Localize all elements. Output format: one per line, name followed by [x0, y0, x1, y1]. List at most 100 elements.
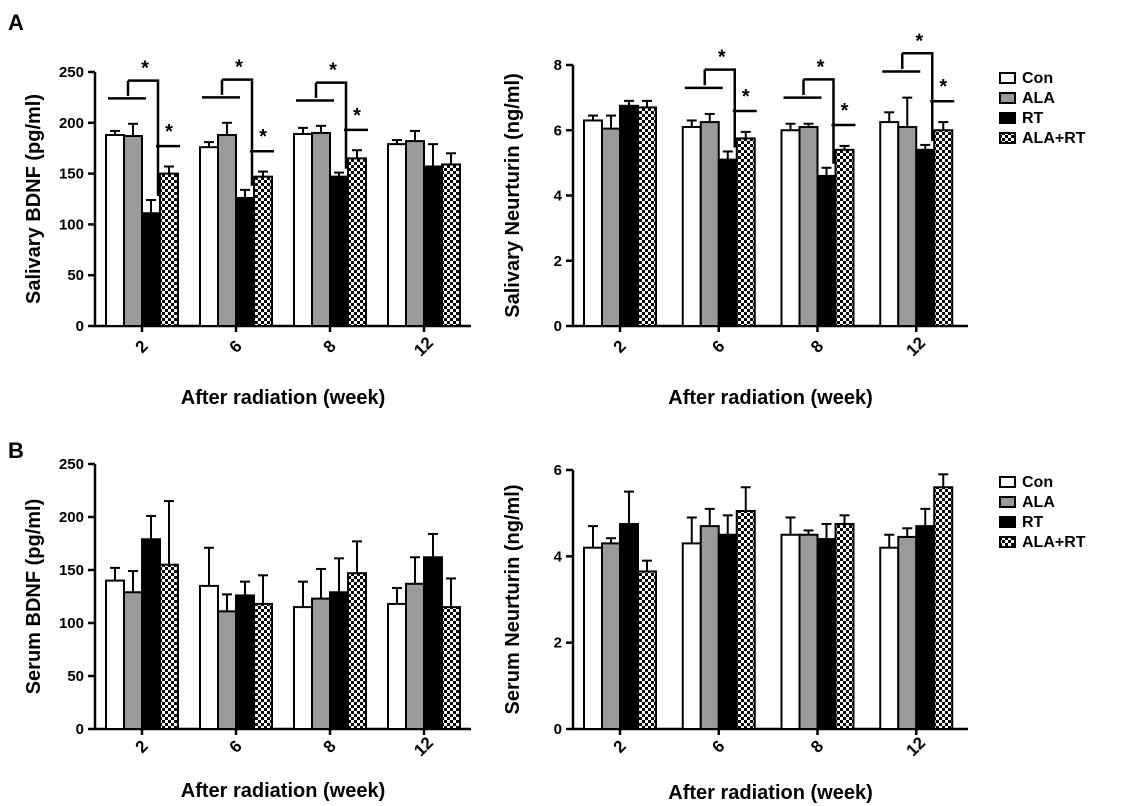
- x-tick-label: 8: [320, 337, 340, 357]
- y-tick-label: 0: [76, 318, 84, 335]
- legend-swatch-ala: [999, 496, 1016, 508]
- x-tick-label: 8: [320, 737, 340, 757]
- bar-con-week-8: [293, 132, 313, 327]
- bar-rt-week-8: [816, 174, 837, 327]
- x-tick-label: 8: [807, 337, 827, 357]
- bar-con-week-2: [583, 119, 603, 328]
- x-tick-label: 2: [132, 737, 152, 757]
- y-tick-label: 0: [554, 318, 562, 335]
- bar-con-week-6: [681, 125, 702, 327]
- bar-ala-week-6: [699, 121, 720, 327]
- bar-ala-week-12: [897, 535, 918, 730]
- significance-star: *: [329, 60, 337, 82]
- bar-con-week-12: [387, 143, 407, 327]
- y-tick-label: 250: [59, 64, 84, 81]
- legend-label-rt: RT: [1022, 110, 1044, 127]
- panel-label-b: B: [8, 438, 24, 463]
- x-tick-label: 6: [708, 337, 728, 357]
- bar-ala-week-8: [798, 533, 819, 730]
- bar-ala-week-6: [699, 525, 720, 730]
- bar-ala-week-2: [123, 591, 143, 731]
- significance-star: *: [141, 58, 149, 80]
- y-axis-title: Salivary BDNF (pg/ml): [23, 94, 45, 304]
- y-tick-label: 150: [59, 562, 84, 579]
- bar-con-week-2: [583, 546, 603, 731]
- significance-bracket: [316, 81, 348, 169]
- significance-star: *: [817, 56, 825, 78]
- y-axis-title: Serum Neurturin (ng/ml): [502, 484, 524, 714]
- bar-rt-week-12: [915, 148, 936, 327]
- significance-star: *: [165, 121, 173, 143]
- bar-ala-week-8: [798, 125, 819, 327]
- y-tick-label: 50: [67, 668, 84, 685]
- legend-label-con: Con: [1022, 474, 1053, 491]
- y-axis-title: Salivary Neurturin (ng/ml): [502, 73, 524, 318]
- bar-con-week-6: [199, 584, 219, 731]
- bar-rt-week-6: [235, 594, 255, 730]
- bar-con-week-12: [879, 546, 900, 731]
- y-tick-label: 4: [554, 548, 563, 565]
- charts-layer: A 0 50 100 150 200 250 2 6 8 12 * * * * * * Salivary BDNF…: [8, 10, 1086, 804]
- significance-star: *: [259, 126, 267, 148]
- significance-bracket: [128, 79, 160, 197]
- significance-star: *: [718, 47, 726, 69]
- x-tick-label: 12: [902, 333, 929, 360]
- bar-ala-rt-week-12: [441, 163, 461, 327]
- bar-ala-week-6: [217, 133, 237, 327]
- bar-ala-rt-week-8: [834, 148, 855, 327]
- bar-con-week-6: [681, 542, 702, 731]
- bar-rt-week-6: [717, 533, 738, 730]
- significance-star: *: [841, 100, 849, 122]
- legend: Con ALA RT ALA+RT: [999, 70, 1086, 147]
- legend-swatch-ala-rt: [999, 536, 1016, 548]
- legend-label-ala-rt: ALA+RT: [1022, 130, 1086, 147]
- x-tick-label: 2: [610, 337, 630, 357]
- bar-ala-rt-week-8: [347, 572, 367, 730]
- chart-panel-2: 0 2 4 6 8 2 6 8 12 * * * * * * Salivary Neurturin (ng/m…: [502, 30, 1086, 409]
- legend-label-ala: ALA: [1022, 494, 1055, 511]
- bar-ala-rt-week-2: [637, 106, 657, 327]
- bar-rt-week-12: [423, 556, 443, 731]
- bar-rt-week-2: [141, 212, 161, 327]
- significance-star: *: [353, 105, 361, 127]
- x-tick-label: 12: [410, 333, 437, 360]
- bar-con-week-12: [879, 121, 900, 327]
- y-tick-label: 8: [554, 57, 562, 74]
- bar-ala-rt-week-6: [253, 175, 273, 327]
- bar-ala-week-12: [405, 140, 425, 327]
- x-axis-title: After radiation (week): [668, 387, 872, 409]
- bar-ala-rt-week-6: [253, 602, 273, 730]
- legend-label-rt: RT: [1022, 514, 1044, 531]
- legend-swatch-con: [999, 476, 1016, 488]
- x-tick-label: 8: [807, 737, 827, 757]
- legend-label-con: Con: [1022, 70, 1053, 87]
- x-tick-label: 12: [902, 733, 929, 760]
- bar-ala-rt-week-12: [441, 606, 461, 730]
- bar-rt-week-8: [329, 591, 349, 731]
- x-tick-label: 6: [226, 737, 246, 757]
- legend-swatch-rt: [999, 112, 1016, 124]
- bar-ala-rt-week-12: [933, 129, 954, 327]
- panel-label-a: A: [8, 10, 24, 35]
- bar-rt-week-6: [717, 158, 738, 327]
- y-tick-label: 100: [59, 216, 84, 233]
- bar-ala-rt-week-6: [735, 510, 756, 730]
- bar-rt-week-6: [235, 196, 255, 327]
- bar-con-week-8: [293, 606, 313, 730]
- bar-ala-week-2: [601, 127, 621, 327]
- bar-ala-week-12: [405, 582, 425, 731]
- y-tick-label: 200: [59, 509, 84, 526]
- x-tick-label: 2: [132, 337, 152, 357]
- chart-panel-3: B 0 50 100 150 200 250 2 6 8 12 Serum BDNF (pg/ml) A…: [8, 438, 471, 802]
- bar-con-week-2: [105, 579, 125, 730]
- y-tick-label: 100: [59, 615, 84, 632]
- y-axis-title: Serum BDNF (pg/ml): [23, 499, 45, 695]
- bar-rt-week-12: [915, 525, 936, 730]
- x-axis-title: After radiation (week): [181, 387, 385, 409]
- significance-star: *: [939, 76, 947, 98]
- bar-con-week-12: [387, 602, 407, 730]
- y-tick-label: 2: [554, 635, 562, 652]
- bar-ala-week-2: [123, 135, 143, 327]
- bar-ala-rt-week-8: [347, 157, 367, 327]
- bar-rt-week-8: [329, 175, 349, 327]
